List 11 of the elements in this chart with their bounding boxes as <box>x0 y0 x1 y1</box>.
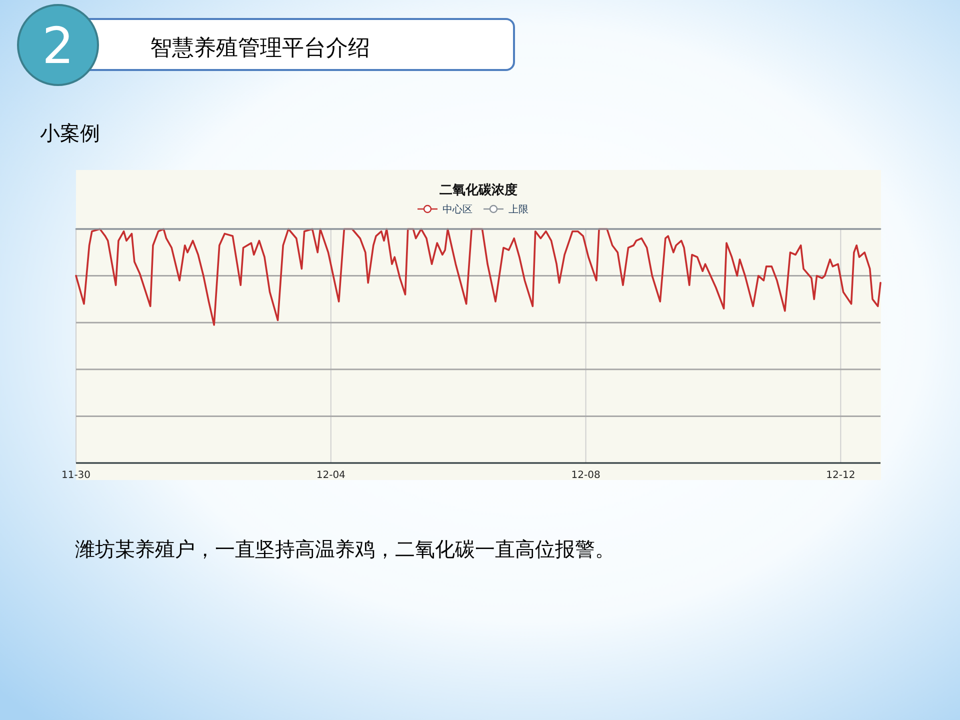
x-tick-label: 11-30 <box>61 470 91 481</box>
x-tick-label: 12-12 <box>826 470 856 481</box>
text: 潍坊某养殖户，一直坚持高温养鸡，二氧化碳一直高位报警。 <box>75 538 615 561</box>
text: 智慧养殖管理平台介绍 <box>150 36 370 61</box>
legend-label: 上限 <box>508 204 528 216</box>
chart-title: 二氧化碳浓度 <box>440 182 518 198</box>
legend-label: 中心区 <box>442 204 472 216</box>
x-tick-label: 12-04 <box>316 470 346 481</box>
text: 2 <box>42 17 74 75</box>
x-tick-label: 12-08 <box>571 470 600 481</box>
text: 小案例 <box>40 122 100 145</box>
